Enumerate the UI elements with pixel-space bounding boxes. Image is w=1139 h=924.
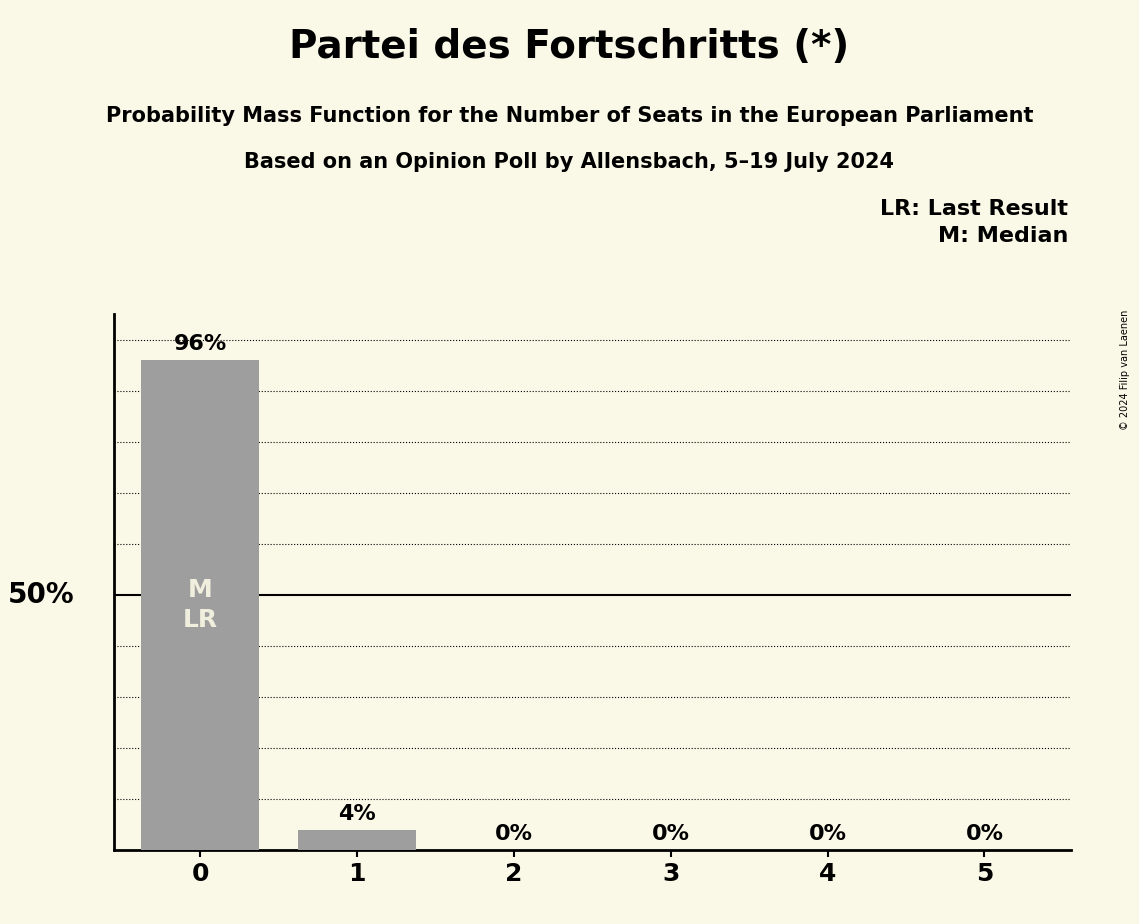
Text: LR: Last Result: LR: Last Result bbox=[880, 199, 1068, 219]
Text: 0%: 0% bbox=[966, 824, 1003, 844]
Text: 96%: 96% bbox=[173, 334, 227, 354]
Text: Probability Mass Function for the Number of Seats in the European Parliament: Probability Mass Function for the Number… bbox=[106, 106, 1033, 127]
Text: © 2024 Filip van Laenen: © 2024 Filip van Laenen bbox=[1121, 310, 1130, 430]
Text: M
LR: M LR bbox=[182, 578, 218, 632]
Text: Based on an Opinion Poll by Allensbach, 5–19 July 2024: Based on an Opinion Poll by Allensbach, … bbox=[245, 152, 894, 173]
Text: M: Median: M: Median bbox=[939, 226, 1068, 247]
Text: 50%: 50% bbox=[8, 581, 75, 609]
Text: 0%: 0% bbox=[809, 824, 846, 844]
Text: 0%: 0% bbox=[494, 824, 533, 844]
Text: 0%: 0% bbox=[652, 824, 690, 844]
Bar bbox=[141, 360, 259, 850]
Text: 4%: 4% bbox=[338, 804, 376, 823]
Text: Partei des Fortschritts (*): Partei des Fortschritts (*) bbox=[289, 28, 850, 66]
Bar bbox=[298, 830, 416, 850]
